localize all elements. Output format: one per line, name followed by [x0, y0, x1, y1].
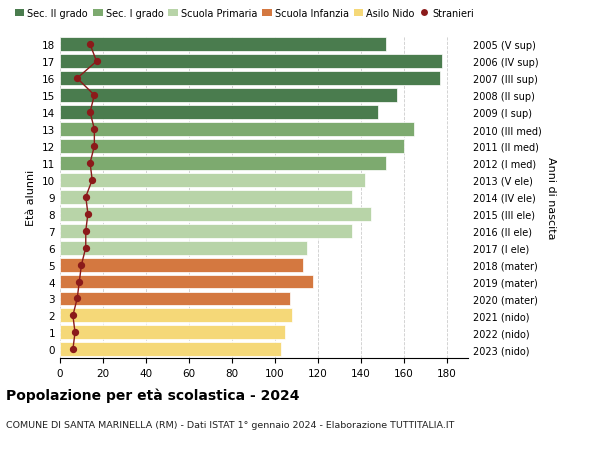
Bar [60, 258, 302, 272]
Text: COMUNE DI SANTA MARINELLA (RM) - Dati ISTAT 1° gennaio 2024 - Elaborazione TUTTI: COMUNE DI SANTA MARINELLA (RM) - Dati IS… [6, 420, 454, 429]
Bar [60, 292, 290, 306]
Point [88, 177, 97, 184]
Bar [60, 224, 352, 238]
Bar [60, 342, 281, 357]
Bar [60, 275, 313, 289]
Point [81, 228, 91, 235]
Point [77, 261, 86, 269]
Bar [60, 326, 286, 340]
Bar [60, 190, 352, 204]
Bar [60, 140, 404, 154]
Point [85, 109, 95, 117]
Bar [60, 207, 371, 221]
Point [89, 92, 99, 100]
Legend: Sec. II grado, Sec. I grado, Scuola Primaria, Scuola Infanzia, Asilo Nido, Stran: Sec. II grado, Sec. I grado, Scuola Prim… [11, 5, 478, 22]
Bar [60, 309, 292, 323]
Point [85, 160, 95, 167]
Bar [60, 106, 378, 120]
Bar [60, 123, 415, 137]
Bar [60, 72, 440, 86]
Point [70, 329, 80, 336]
Bar [60, 38, 386, 52]
Bar [60, 241, 307, 255]
Point [83, 211, 93, 218]
Point [74, 278, 84, 285]
Point [92, 58, 101, 66]
Point [89, 126, 99, 134]
Point [81, 245, 91, 252]
Bar [60, 89, 397, 103]
Point [89, 143, 99, 150]
Bar [60, 174, 365, 187]
Bar [60, 55, 442, 69]
Y-axis label: Anni di nascita: Anni di nascita [545, 156, 556, 239]
Point [68, 312, 77, 319]
Bar [60, 157, 386, 170]
Point [68, 346, 77, 353]
Point [73, 75, 82, 83]
Text: Popolazione per età scolastica - 2024: Popolazione per età scolastica - 2024 [6, 388, 299, 403]
Point [73, 295, 82, 302]
Point [85, 41, 95, 49]
Y-axis label: Età alunni: Età alunni [26, 169, 37, 225]
Point [81, 194, 91, 201]
